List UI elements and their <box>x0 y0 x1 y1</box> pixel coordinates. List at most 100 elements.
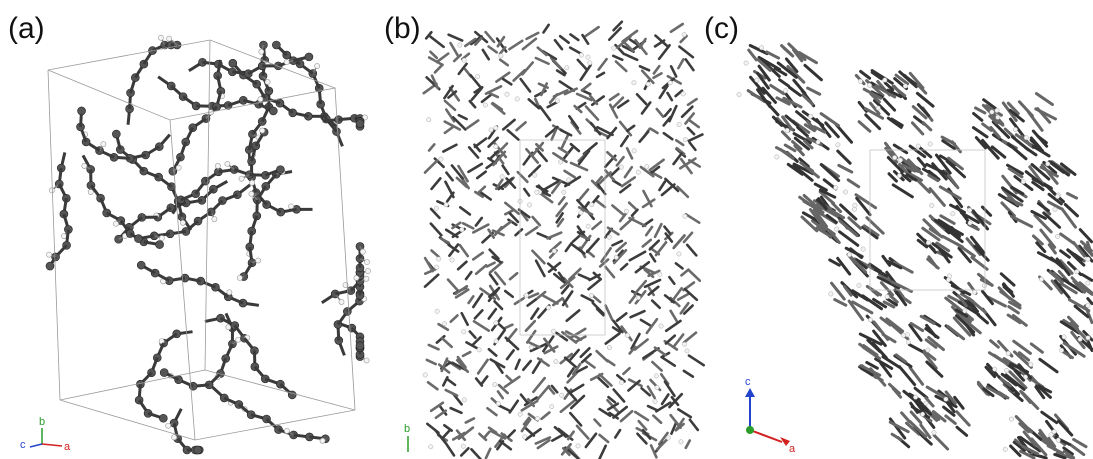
h-atom <box>658 272 662 276</box>
bond <box>442 338 452 347</box>
h-atom <box>522 435 526 439</box>
axis-label: b <box>39 416 45 428</box>
h-atom <box>489 128 493 132</box>
h-atom <box>1029 362 1033 366</box>
bond <box>451 43 459 56</box>
bond <box>565 171 575 177</box>
bond <box>821 165 838 181</box>
h-atom <box>535 416 539 420</box>
bond <box>684 371 693 377</box>
bond <box>432 178 441 189</box>
atom <box>356 120 364 128</box>
bond <box>934 435 947 449</box>
bond <box>662 357 675 366</box>
bond <box>503 166 509 174</box>
bond <box>614 390 624 402</box>
bond <box>653 416 661 423</box>
bond <box>600 435 609 442</box>
panel-label: (a) <box>8 12 45 45</box>
h-atom <box>1086 336 1090 340</box>
bond <box>631 311 645 317</box>
bond <box>561 130 571 135</box>
atom <box>269 107 277 115</box>
bond <box>521 395 527 403</box>
bond <box>917 180 929 192</box>
h-atom <box>926 241 930 245</box>
axis-label: c <box>20 439 26 451</box>
bond <box>1082 274 1092 280</box>
h-atom <box>898 158 902 162</box>
bond <box>445 126 454 132</box>
cell-top <box>48 40 335 120</box>
bond <box>548 233 562 239</box>
bond <box>432 250 439 256</box>
h-atom <box>515 97 519 101</box>
bond <box>621 411 632 421</box>
atom <box>276 166 284 174</box>
h-atom <box>612 46 616 50</box>
h-atom <box>364 358 369 363</box>
h-atom <box>951 212 955 216</box>
bond <box>599 59 607 69</box>
h-atom <box>785 128 789 132</box>
bond <box>671 24 683 32</box>
h-atom <box>677 252 681 256</box>
atom <box>46 262 54 270</box>
h-atom <box>250 180 255 185</box>
bond <box>874 322 888 339</box>
bond <box>651 129 658 133</box>
bond <box>1002 203 1014 216</box>
bond <box>978 315 987 323</box>
h-atom <box>982 283 986 287</box>
bond <box>613 56 622 60</box>
bond <box>656 242 666 255</box>
bond <box>516 360 520 369</box>
h-atom <box>808 114 812 118</box>
bond <box>639 421 646 429</box>
bond <box>684 233 692 242</box>
bond <box>637 94 646 104</box>
bond <box>527 331 535 342</box>
h-atom <box>1086 281 1090 285</box>
bond <box>859 122 870 131</box>
h-atom <box>646 82 650 86</box>
h-atom <box>632 149 636 153</box>
bond <box>647 319 657 333</box>
h-atom <box>1024 135 1028 139</box>
bond <box>428 382 437 389</box>
bond <box>482 95 491 102</box>
bond <box>676 263 683 268</box>
h-atom <box>524 293 528 297</box>
bond <box>627 148 632 158</box>
h-atom <box>655 385 659 389</box>
bond <box>586 27 599 36</box>
bond <box>678 59 683 68</box>
bond <box>665 382 674 396</box>
h-atom <box>903 84 907 88</box>
bond <box>867 362 877 368</box>
bond <box>782 132 789 139</box>
bond <box>690 121 699 127</box>
h-atom <box>1003 447 1007 451</box>
axis-origin <box>746 426 754 434</box>
bond <box>448 280 458 292</box>
atom <box>356 342 364 350</box>
axis-label: b <box>404 423 410 435</box>
h-atom <box>576 444 580 448</box>
panel-label: (b) <box>384 12 421 45</box>
bond <box>596 200 605 207</box>
bond <box>516 229 522 235</box>
h-atom <box>679 440 683 444</box>
h-atom <box>555 99 559 103</box>
bond <box>655 224 661 237</box>
molecular-structures <box>46 22 1092 459</box>
bond <box>510 401 518 413</box>
bond <box>767 52 779 58</box>
h-atom <box>494 126 498 130</box>
bond <box>499 406 509 411</box>
h-atom <box>475 75 479 79</box>
h-atom <box>666 436 670 440</box>
bond <box>489 47 497 53</box>
bond <box>689 270 700 281</box>
h-atom <box>829 292 833 296</box>
